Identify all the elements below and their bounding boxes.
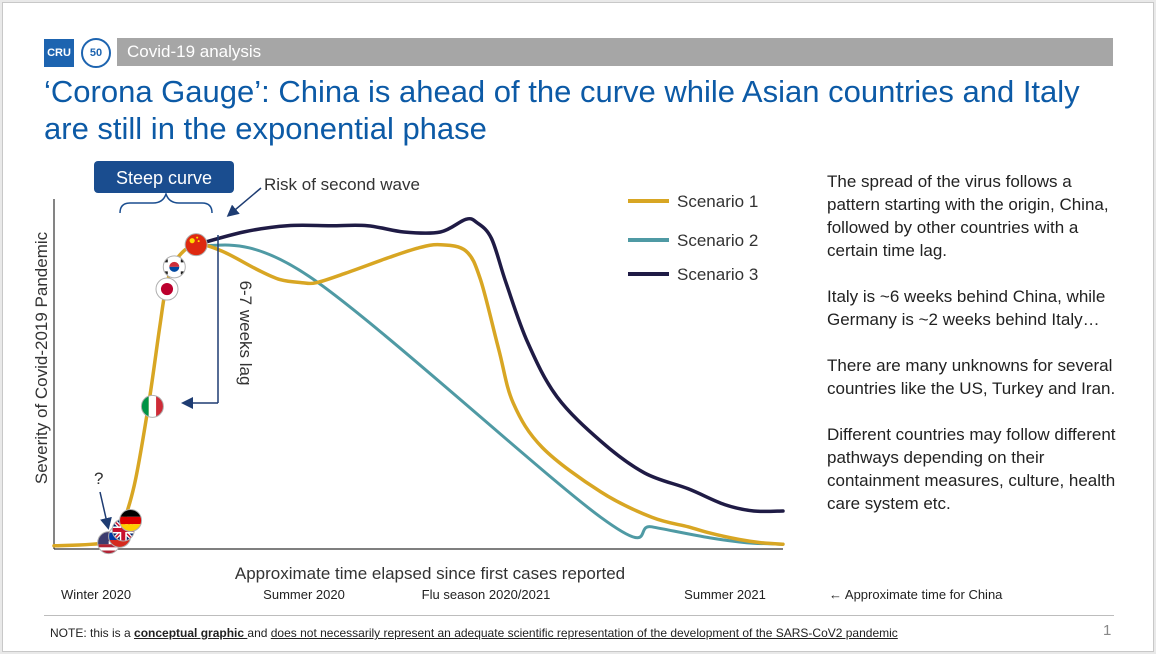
x-tick-label-flu-season: Flu season 2020/2021 bbox=[422, 587, 551, 602]
commentary-paragraph-2: Italy is ~6 weeks behind China, while Ge… bbox=[827, 287, 1106, 329]
legend-label-scenario-2: Scenario 2 bbox=[677, 231, 758, 250]
flag-germany-icon bbox=[119, 508, 143, 532]
steep-curve-label: Steep curve bbox=[116, 168, 212, 188]
steep-curve-box bbox=[94, 161, 234, 193]
steep-curve-annotation: Steep curve bbox=[94, 161, 234, 214]
cru-logo: CRU bbox=[44, 39, 74, 67]
section-label: Covid-19 analysis bbox=[127, 42, 262, 61]
steep-curve-brace-icon bbox=[119, 191, 213, 214]
scenario-1-line bbox=[52, 242, 785, 548]
anniversary-badge: 50 bbox=[81, 38, 111, 68]
question-mark-label: ? bbox=[94, 469, 103, 488]
footer-divider bbox=[44, 615, 1114, 616]
page-title: ‘Corona Gauge’: China is ahead of the cu… bbox=[44, 74, 1080, 146]
commentary-paragraph-4: Different countries may follow different… bbox=[827, 425, 1116, 513]
note-prefix: NOTE: this is a bbox=[50, 626, 135, 640]
flag-japan-icon bbox=[155, 277, 179, 301]
x-axis-note: ← Approximate time for China bbox=[829, 587, 1003, 602]
scenario-chart: Severity of Covid-2019 Pandemic Approxim… bbox=[32, 161, 1003, 602]
x-axis-label: Approximate time elapsed since first cas… bbox=[235, 564, 625, 583]
x-tick-label-summer-2020: Summer 2020 bbox=[263, 587, 345, 602]
scenario-3-line bbox=[194, 216, 785, 514]
disclaimer-note: NOTE: this is a conceptual graphic and d… bbox=[50, 626, 898, 640]
lag-annotation: 6-7 weeks lag bbox=[181, 235, 255, 409]
legend-label-scenario-3: Scenario 3 bbox=[677, 265, 758, 284]
y-axis-label: Severity of Covid-2019 Pandemic bbox=[32, 231, 51, 484]
section-bar: Covid-19 analysis bbox=[117, 38, 1113, 66]
page-number: 1 bbox=[1103, 622, 1112, 639]
x-tick-label-winter-2020: Winter 2020 bbox=[61, 587, 131, 602]
flag-china-icon bbox=[184, 233, 208, 257]
note-conceptual-graphic: conceptual graphic bbox=[134, 626, 248, 640]
note-mid: and bbox=[247, 626, 271, 640]
second-wave-pointer bbox=[226, 187, 262, 217]
note-disclaimer: does not necessarily represent an adequa… bbox=[270, 626, 898, 640]
commentary-paragraph-3: There are many unknowns for several coun… bbox=[827, 356, 1116, 398]
commentary: The spread of the virus follows a patter… bbox=[827, 170, 1127, 538]
flag-italy-icon bbox=[140, 394, 164, 418]
legend-label-scenario-1: Scenario 1 bbox=[677, 192, 758, 211]
lag-label: 6-7 weeks lag bbox=[236, 281, 255, 386]
commentary-paragraph-1: The spread of the virus follows a patter… bbox=[827, 172, 1109, 260]
question-pointer bbox=[99, 491, 112, 530]
scenario-2-line bbox=[194, 243, 785, 546]
x-tick-label-summer-2021: Summer 2021 bbox=[684, 587, 766, 602]
legend: Scenario 1 Scenario 2 Scenario 3 bbox=[628, 192, 758, 284]
flag-south-korea-icon bbox=[162, 255, 186, 279]
second-wave-label: Risk of second wave bbox=[264, 175, 420, 194]
